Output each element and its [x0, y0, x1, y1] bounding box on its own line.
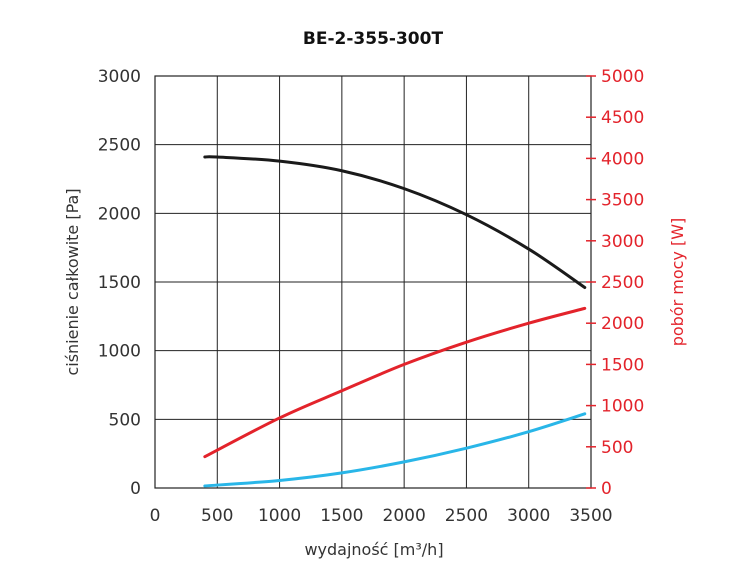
y-right-tick-label: 500	[601, 438, 633, 458]
y-left-axis-ticks: 0 500 1000 1500 2000 2500 3000	[98, 67, 141, 499]
chart-title: BE-2-355-300T	[303, 29, 444, 49]
power-curve	[203, 306, 587, 459]
y-right-tick-label: 5000	[601, 67, 644, 87]
x-axis-label: wydajność [m³/h]	[304, 540, 443, 559]
y-right-tick-label: 4500	[601, 108, 644, 128]
y-right-tick-label: 4000	[601, 149, 644, 169]
y-right-axis-label: pobór mocy [W]	[668, 218, 687, 347]
y-left-tick-label: 3000	[98, 67, 141, 87]
x-tick-label: 3500	[569, 506, 612, 526]
y-right-tick-label: 2000	[601, 314, 644, 334]
y-left-tick-label: 2500	[98, 136, 141, 156]
y-right-tick-label: 3500	[601, 191, 644, 211]
y-right-tick-label: 1500	[601, 355, 644, 375]
y-left-tick-label: 500	[109, 410, 141, 430]
y-left-tick-label: 2000	[98, 204, 141, 224]
x-tick-label: 2000	[383, 506, 426, 526]
x-tick-label: 0	[150, 506, 161, 526]
x-tick-label: 1000	[258, 506, 301, 526]
y-left-axis-label: ciśnienie całkowite [Pa]	[63, 188, 82, 375]
y-right-tick-label: 1000	[601, 397, 644, 417]
grid	[154, 75, 592, 489]
x-axis-ticks: 0 500 1000 1500 2000 2500 3000 3500	[150, 506, 613, 526]
y-left-tick-label: 0	[130, 479, 141, 499]
y-right-axis-ticks: 0 500 1000 1500 2000 2500 3000 3500 4000 4500 5000	[586, 67, 644, 499]
y-right-tick-label: 0	[601, 479, 612, 499]
x-tick-label: 3000	[507, 506, 550, 526]
y-left-tick-label: 1000	[98, 342, 141, 362]
y-left-tick-label: 1500	[98, 273, 141, 293]
y-right-tick-label: 2500	[601, 273, 644, 293]
y-right-tick-label: 3000	[601, 232, 644, 252]
pressure-curve	[203, 155, 587, 289]
x-tick-label: 2500	[445, 506, 488, 526]
x-tick-label: 500	[201, 506, 233, 526]
x-tick-label: 1500	[320, 506, 363, 526]
secondary-curve	[203, 412, 587, 488]
series-group	[203, 155, 587, 488]
